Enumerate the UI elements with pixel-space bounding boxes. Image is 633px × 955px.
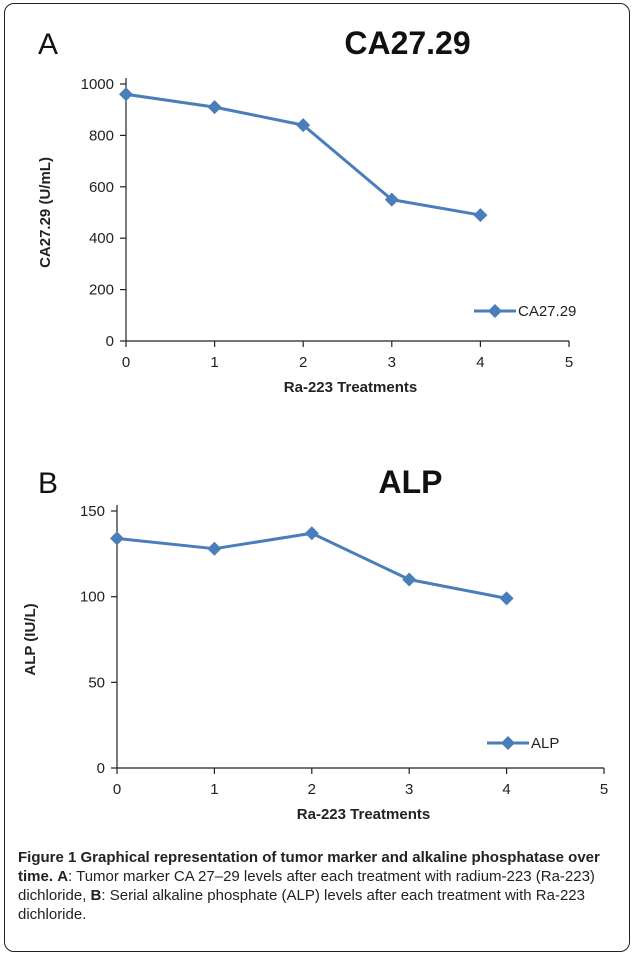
y-axis-label: ALP (IU/L)	[22, 603, 39, 675]
legend-marker	[501, 736, 515, 750]
caption-text-a: : Tumor marker CA 27–29 levels after eac…	[18, 868, 595, 904]
x-tick-label: 4	[502, 781, 510, 798]
x-axis-label: Ra-223 Treatments	[297, 806, 430, 823]
panel-label: B	[38, 467, 58, 500]
x-tick-label: 2	[308, 781, 316, 798]
x-tick-label: 0	[113, 781, 121, 798]
x-tick-label: 5	[600, 781, 608, 798]
data-point	[499, 591, 514, 606]
x-tick-label: 5	[565, 354, 573, 371]
data-point	[296, 118, 311, 133]
data-point	[402, 572, 417, 587]
y-tick-label: 100	[80, 589, 105, 606]
caption-text-b: : Serial alkaline phosphate (ALP) levels…	[18, 887, 585, 923]
figure-caption: Figure 1 Graphical representation of tum…	[18, 848, 618, 924]
x-tick-label: 1	[210, 781, 218, 798]
caption-label-b: B	[90, 887, 102, 904]
caption-lead: Figure 1 Graphical representation of tum…	[18, 849, 600, 885]
x-tick-label: 3	[388, 354, 396, 371]
y-tick-label: 600	[89, 179, 114, 196]
legend-label: ALP	[531, 735, 559, 752]
chart-panel-b: B ALP 0 50 100 150 0 1 2 3 4 5 Ra-223 Treatments ALP …	[22, 464, 608, 823]
data-point	[110, 531, 124, 546]
figure-frame	[4, 3, 630, 952]
chart-panel-a: A CA27.29 0 200 400 600 800 1000 0 1 2 3 4 5 Ra-223 Tr…	[37, 25, 576, 396]
y-tick-label: 50	[88, 674, 105, 691]
data-point	[207, 541, 222, 556]
y-tick-label: 150	[80, 503, 105, 520]
y-tick-label: 200	[89, 282, 114, 299]
y-tick-label: 400	[89, 230, 114, 247]
series-line	[116, 531, 507, 600]
x-tick-label: 4	[476, 354, 484, 371]
data-point	[207, 100, 222, 115]
panel-label: A	[38, 28, 58, 61]
data-point	[304, 526, 319, 541]
y-tick-label: 0	[106, 333, 114, 350]
x-tick-label: 2	[299, 354, 307, 371]
x-axis-label: Ra-223 Treatments	[284, 379, 417, 396]
y-tick-label: 0	[97, 760, 105, 777]
data-point	[473, 208, 488, 223]
data-point	[384, 192, 399, 207]
y-axis-label: CA27.29 (U/mL)	[37, 157, 54, 268]
y-tick-label: 800	[89, 127, 114, 144]
x-tick-label: 1	[210, 354, 218, 371]
chart-title: CA27.29	[344, 25, 470, 61]
x-tick-label: 3	[405, 781, 413, 798]
caption-label-a: A	[57, 868, 69, 885]
chart-title: ALP	[379, 464, 443, 500]
x-tick-label: 0	[122, 354, 130, 371]
legend-label: CA27.29	[518, 303, 576, 320]
series-line	[125, 92, 481, 217]
legend-marker	[488, 304, 502, 318]
y-tick-label: 1000	[81, 76, 114, 93]
data-point	[119, 87, 133, 102]
